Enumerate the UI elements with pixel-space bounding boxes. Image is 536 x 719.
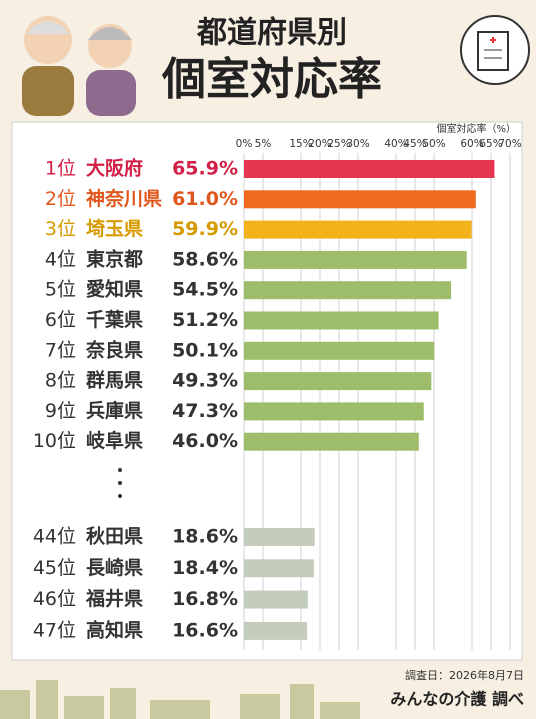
rank-label: 10位 <box>33 430 76 452</box>
city-silhouette <box>0 680 360 719</box>
survey-date: 調査日：2026年8月7日 <box>405 668 524 682</box>
value-label: 59.9% <box>172 218 238 240</box>
x-tick-label: 15% <box>289 138 312 150</box>
rank-label: 47位 <box>33 619 76 641</box>
category-label: 福井県 <box>85 587 143 610</box>
chart-subtitle: 個室対応率 <box>161 54 382 105</box>
bar <box>244 341 435 360</box>
chart-title: 都道府県別 <box>196 16 347 51</box>
value-label: 46.0% <box>172 430 238 452</box>
value-label: 54.5% <box>172 279 238 301</box>
rank-label: 45位 <box>33 557 76 579</box>
x-tick-label: 70% <box>498 138 521 150</box>
value-label: 61.0% <box>172 188 238 210</box>
category-label: 愛知県 <box>86 278 143 301</box>
category-label: 神奈川県 <box>86 187 162 210</box>
elderly-couple-illustration <box>22 16 136 116</box>
rank-label: 7位 <box>45 339 76 361</box>
rank-label: 4位 <box>45 248 76 270</box>
bar <box>244 590 308 609</box>
bar <box>244 250 467 269</box>
x-tick-label: 60% <box>460 138 483 150</box>
rank-label: 6位 <box>45 309 76 331</box>
bar <box>244 559 314 578</box>
category-label: 高知県 <box>86 618 143 641</box>
value-label: 65.9% <box>172 158 238 180</box>
rank-label: 44位 <box>33 526 76 548</box>
x-tick-label: 25% <box>327 138 350 150</box>
bar <box>244 281 452 300</box>
x-tick-label: 45% <box>403 138 426 150</box>
category-label: 埼玉県 <box>86 217 143 240</box>
category-label: 秋田県 <box>86 525 143 548</box>
rank-label: 5位 <box>45 279 76 301</box>
category-label: 大阪府 <box>86 157 143 180</box>
value-label: 58.6% <box>172 248 238 270</box>
value-label: 18.6% <box>172 526 238 548</box>
rank-label: 9位 <box>45 400 76 422</box>
rank-label: 3位 <box>45 218 76 240</box>
x-tick-label: 50% <box>422 138 445 150</box>
category-label: 東京都 <box>86 247 143 270</box>
category-label: 群馬県 <box>85 369 143 392</box>
bar <box>244 528 315 546</box>
ellipsis <box>118 468 122 498</box>
rank-label: 46位 <box>33 588 76 610</box>
category-label: 千葉県 <box>86 309 143 331</box>
value-label: 50.1% <box>172 339 238 361</box>
value-label: 49.3% <box>172 370 238 392</box>
x-tick-label: 65% <box>479 138 502 150</box>
rank-label: 1位 <box>45 158 76 180</box>
bar <box>244 190 476 209</box>
rank-label: 8位 <box>45 370 76 392</box>
bar <box>244 402 424 421</box>
bar <box>244 160 495 178</box>
value-label: 51.2% <box>172 309 238 331</box>
x-tick-label: 40% <box>384 138 407 150</box>
rank-label: 2位 <box>45 188 76 210</box>
bar <box>244 372 432 391</box>
x-tick-label: 30% <box>346 138 369 150</box>
value-label: 16.8% <box>172 588 238 610</box>
bar <box>244 621 308 640</box>
category-label: 岐阜県 <box>86 429 143 452</box>
bar <box>244 311 439 330</box>
source: みんなの介護 調べ <box>390 690 524 709</box>
clipboard-icon <box>460 15 530 85</box>
bar <box>244 432 419 451</box>
x-tick-label: 0% <box>236 138 253 150</box>
x-tick-label: 20% <box>308 138 331 150</box>
x-tick-label: 5% <box>255 138 272 150</box>
bar <box>244 220 472 239</box>
x-axis-label: 個室対応率（%） <box>436 122 516 135</box>
value-label: 47.3% <box>172 400 238 422</box>
category-label: 奈良県 <box>85 338 143 361</box>
category-label: 長崎県 <box>86 556 143 579</box>
value-label: 16.6% <box>172 619 238 641</box>
category-label: 兵庫県 <box>86 399 143 422</box>
value-label: 18.4% <box>172 557 238 579</box>
